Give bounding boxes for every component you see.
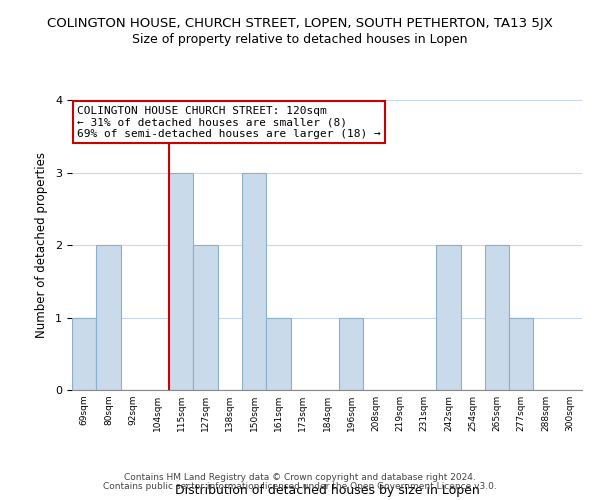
Bar [266, 318, 290, 390]
X-axis label: Distribution of detached houses by size in Lopen: Distribution of detached houses by size … [175, 484, 479, 497]
Text: COLINGTON HOUSE, CHURCH STREET, LOPEN, SOUTH PETHERTON, TA13 5JX: COLINGTON HOUSE, CHURCH STREET, LOPEN, S… [47, 18, 553, 30]
Bar [96, 245, 121, 390]
Bar [436, 245, 461, 390]
Bar [509, 318, 533, 390]
Bar [169, 172, 193, 390]
Text: Contains public sector information licensed under the Open Government Licence v3: Contains public sector information licen… [103, 482, 497, 491]
Bar [193, 245, 218, 390]
Text: Size of property relative to detached houses in Lopen: Size of property relative to detached ho… [132, 32, 468, 46]
Y-axis label: Number of detached properties: Number of detached properties [35, 152, 48, 338]
Bar [485, 245, 509, 390]
Text: COLINGTON HOUSE CHURCH STREET: 120sqm
← 31% of detached houses are smaller (8)
6: COLINGTON HOUSE CHURCH STREET: 120sqm ← … [77, 106, 381, 139]
Bar [339, 318, 364, 390]
Bar [72, 318, 96, 390]
Bar [242, 172, 266, 390]
Text: Contains HM Land Registry data © Crown copyright and database right 2024.: Contains HM Land Registry data © Crown c… [124, 473, 476, 482]
